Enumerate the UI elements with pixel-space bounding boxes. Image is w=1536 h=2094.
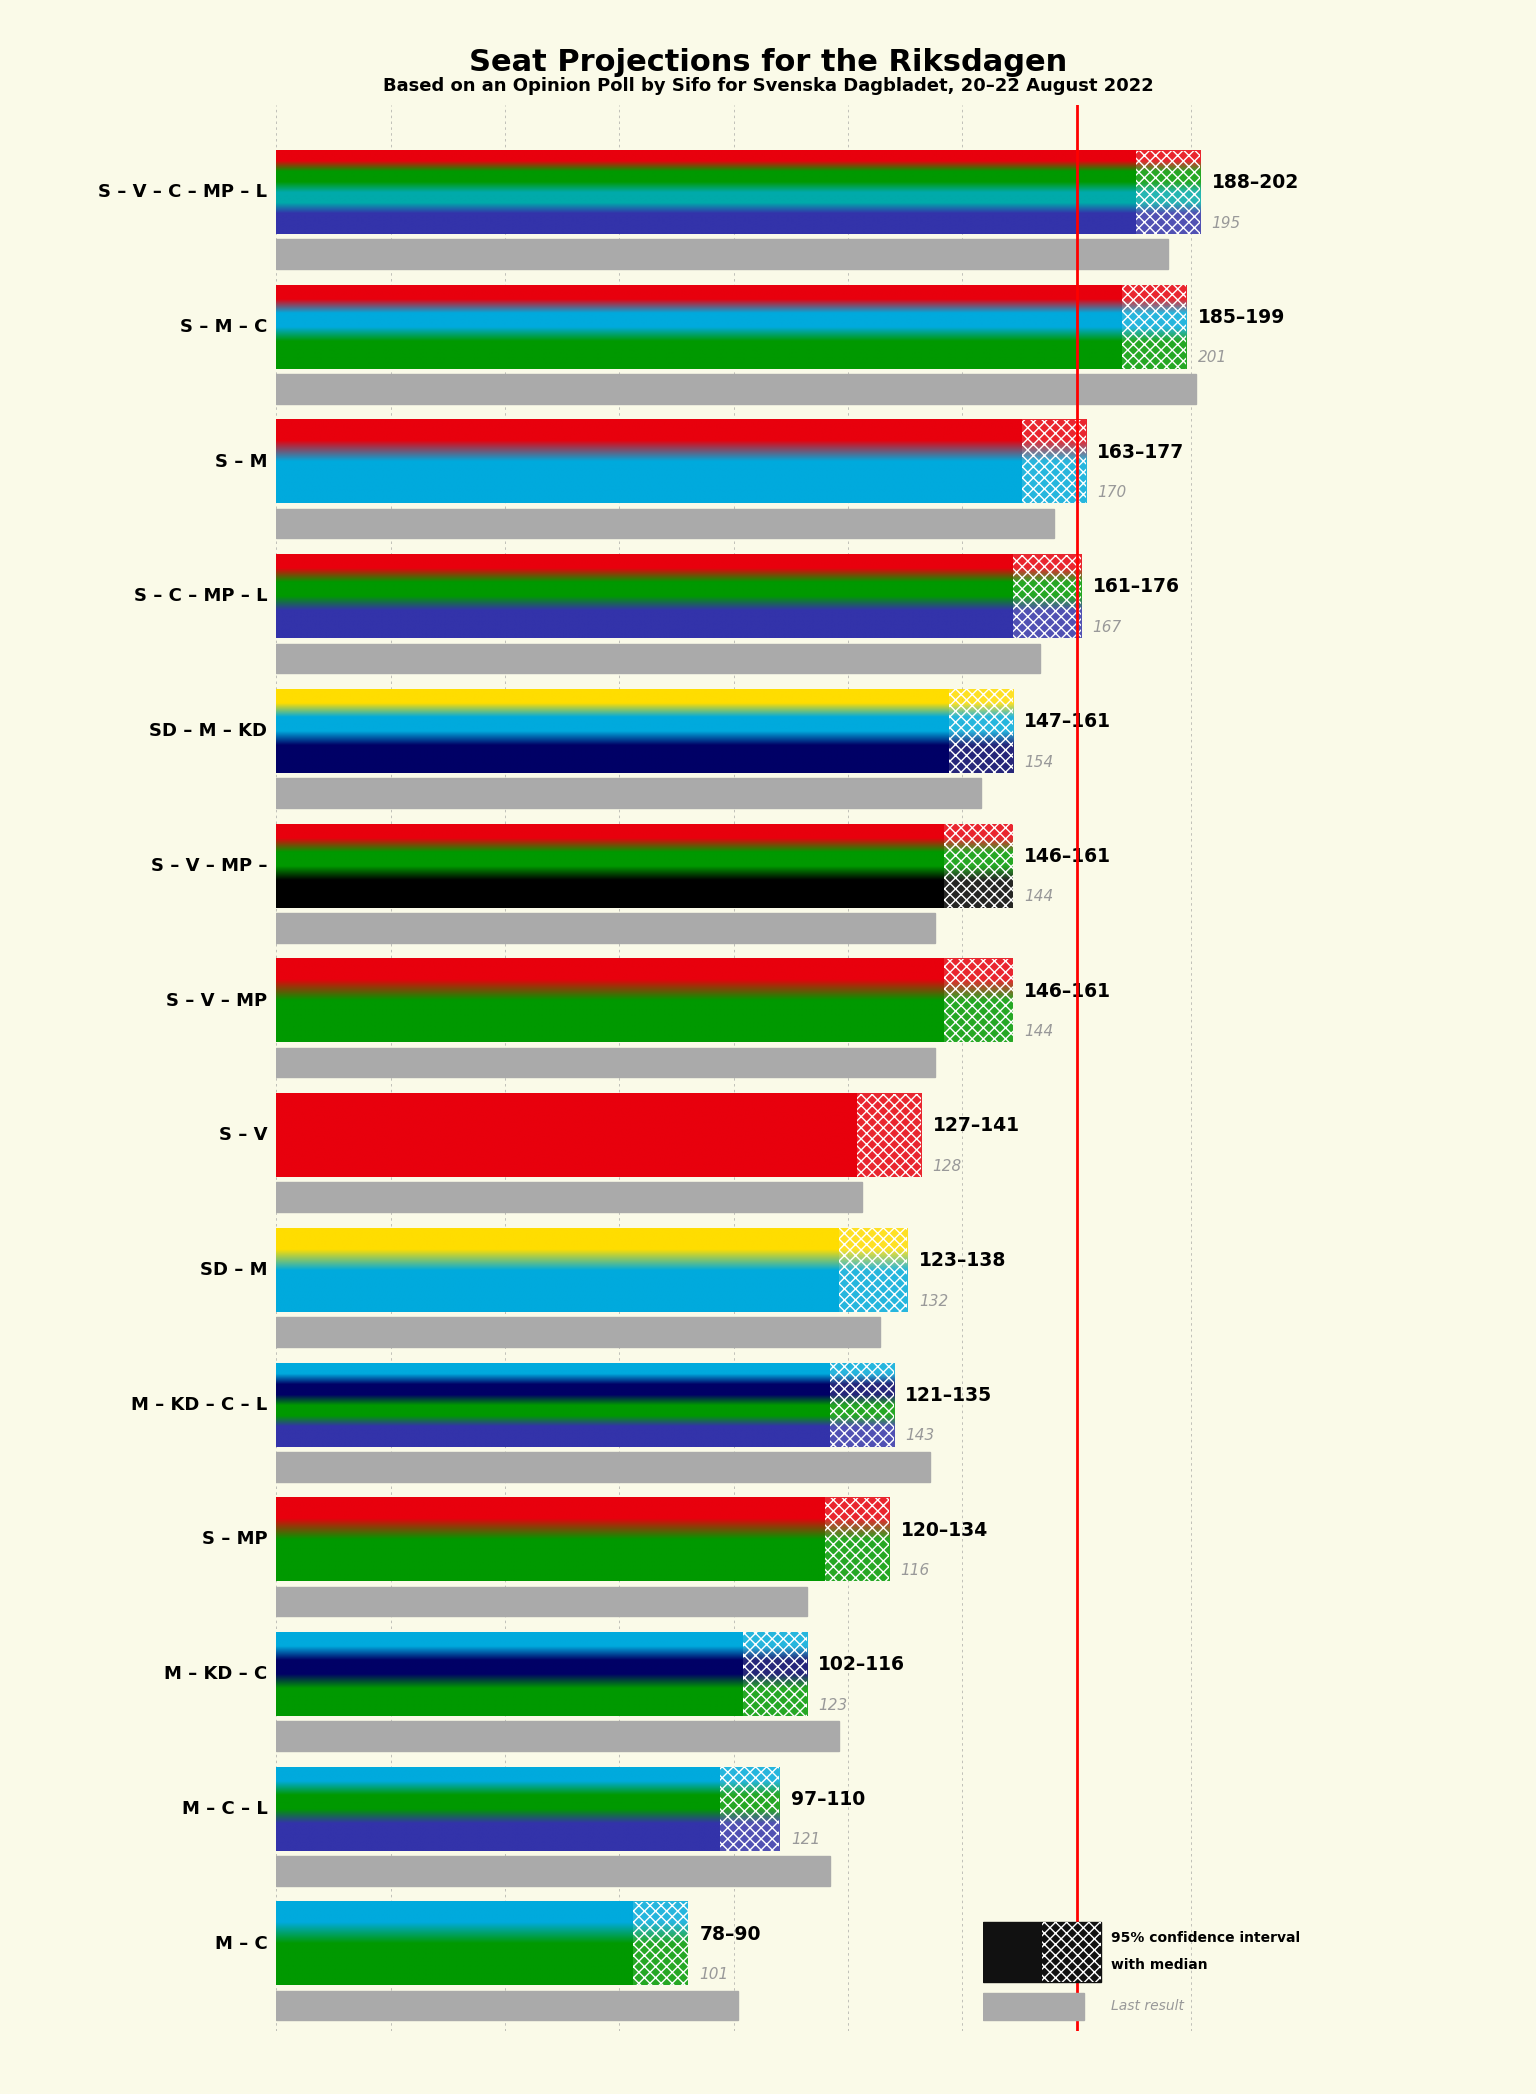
Text: 147–161: 147–161 [1025, 712, 1111, 731]
Bar [1041, 1922, 1101, 1981]
Text: M – KD – C – L: M – KD – C – L [131, 1397, 267, 1413]
Bar [276, 1183, 862, 1212]
Bar [945, 959, 1012, 1043]
Bar [276, 913, 935, 942]
Text: 167: 167 [1092, 620, 1121, 634]
Bar [276, 643, 1040, 672]
Text: 97–110: 97–110 [791, 1790, 865, 1809]
Bar [857, 1093, 922, 1177]
Text: 123–138: 123–138 [919, 1250, 1006, 1271]
Bar [276, 1047, 935, 1078]
Bar [829, 1363, 894, 1447]
Text: 163–177: 163–177 [1097, 442, 1184, 463]
Bar [1137, 151, 1200, 235]
Bar [276, 1317, 880, 1346]
Bar [633, 1901, 688, 1985]
Text: 116: 116 [900, 1562, 929, 1579]
Text: S – V – MP: S – V – MP [166, 993, 267, 1009]
Text: 146–161: 146–161 [1025, 846, 1111, 867]
Text: S – M – C: S – M – C [180, 318, 267, 335]
Text: 78–90: 78–90 [699, 1924, 760, 1943]
Text: M – KD – C: M – KD – C [164, 1665, 267, 1684]
Bar [276, 1855, 829, 1887]
Text: 144: 144 [1025, 1024, 1054, 1039]
Text: 123: 123 [819, 1698, 848, 1713]
Text: 120–134: 120–134 [900, 1520, 988, 1539]
Text: S – C – MP – L: S – C – MP – L [134, 588, 267, 605]
Text: M – C: M – C [215, 1935, 267, 1952]
Text: M – C – L: M – C – L [181, 1801, 267, 1818]
Text: 154: 154 [1025, 754, 1054, 771]
Text: 144: 144 [1025, 890, 1054, 905]
Text: 101: 101 [699, 1966, 728, 1983]
Text: with median: with median [1112, 1958, 1209, 1973]
Text: 121–135: 121–135 [905, 1386, 992, 1405]
Bar [276, 1451, 931, 1483]
Text: S – MP: S – MP [201, 1531, 267, 1547]
Bar [720, 1767, 779, 1851]
Text: S – M: S – M [215, 452, 267, 471]
Text: 95% confidence interval: 95% confidence interval [1112, 1931, 1301, 1945]
Text: S – V – C – MP – L: S – V – C – MP – L [98, 184, 267, 201]
Bar [1123, 285, 1186, 369]
Text: Seat Projections for the Riksdagen: Seat Projections for the Riksdagen [468, 48, 1068, 77]
Text: 170: 170 [1097, 486, 1126, 500]
Text: 121: 121 [791, 1832, 820, 1847]
Bar [276, 509, 1054, 538]
Text: SD – M – KD: SD – M – KD [149, 722, 267, 739]
Bar [839, 1229, 908, 1311]
Bar [276, 1991, 739, 2021]
Text: 201: 201 [1198, 350, 1227, 366]
Text: 161–176: 161–176 [1092, 578, 1180, 597]
Bar [825, 1497, 889, 1581]
Text: 132: 132 [919, 1294, 948, 1309]
Text: 102–116: 102–116 [819, 1654, 905, 1675]
Bar [945, 825, 1012, 907]
Bar [276, 375, 1195, 404]
Text: Based on an Opinion Poll by Sifo for Svenska Dagbladet, 20–22 August 2022: Based on an Opinion Poll by Sifo for Sve… [382, 77, 1154, 96]
Text: 146–161: 146–161 [1025, 982, 1111, 1001]
Text: SD – M: SD – M [200, 1261, 267, 1279]
Text: 143: 143 [905, 1428, 934, 1443]
Bar [276, 1721, 839, 1751]
Text: 185–199: 185–199 [1198, 308, 1286, 327]
Text: 128: 128 [932, 1158, 962, 1175]
Text: 188–202: 188–202 [1212, 174, 1299, 193]
Text: S – V – MP –: S – V – MP – [151, 856, 267, 875]
Text: 195: 195 [1212, 216, 1241, 230]
Bar [276, 1587, 806, 1617]
Text: 127–141: 127–141 [932, 1116, 1020, 1135]
Bar [1021, 421, 1086, 503]
Bar [1012, 555, 1081, 639]
Bar [743, 1633, 806, 1715]
Bar [276, 239, 1167, 268]
Text: Last result: Last result [1112, 2000, 1184, 2012]
Bar [983, 1922, 1101, 1981]
Bar [276, 779, 980, 808]
Bar [949, 689, 1012, 773]
Text: S – V: S – V [218, 1127, 267, 1143]
Bar [983, 1993, 1084, 2021]
